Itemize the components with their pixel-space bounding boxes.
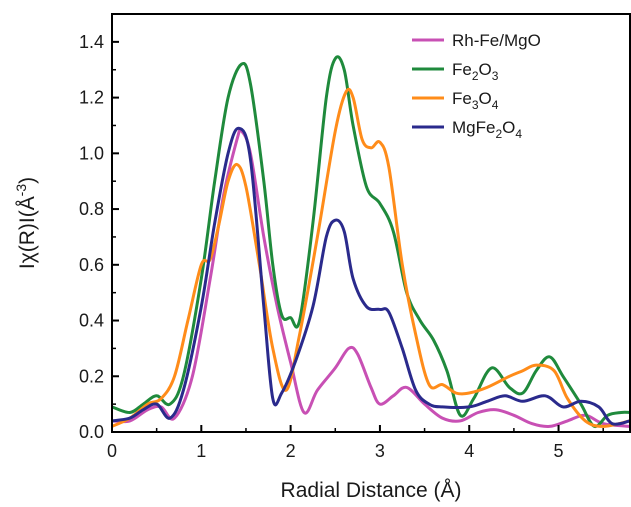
y-tick-label: 1.4 (79, 32, 104, 52)
x-tick-label: 1 (196, 441, 206, 461)
x-tick-label: 2 (286, 441, 296, 461)
x-tick-label: 5 (554, 441, 564, 461)
x-tick-label: 0 (107, 441, 117, 461)
legend-label: Fe2O3 (452, 60, 499, 83)
y-tick-label: 0.0 (79, 422, 104, 442)
legend-label: Rh-Fe/MgO (452, 31, 541, 50)
y-axis-title: Iχ(R)I(Å-3) (13, 177, 39, 269)
y-tick-label: 1.2 (79, 88, 104, 108)
plot-frame (111, 13, 631, 433)
y-tick-label: 1.0 (79, 143, 104, 163)
series-layer (112, 55, 630, 429)
series-line-3 (112, 87, 630, 428)
legend-label: MgFe2O4 (452, 118, 522, 141)
series-line-2 (112, 55, 630, 429)
legend: Rh-Fe/MgO Fe2O3 Fe3O4 MgFe2O4 (412, 31, 541, 141)
x-axis-title: Radial Distance (Å) (281, 479, 462, 502)
ticks-layer: 0 1 2 3 4 5 0.0 0.2 0.4 0.6 0.8 1.0 1.2 1.4 (79, 32, 604, 461)
y-tick-label: 0.8 (79, 199, 104, 219)
y-tick-label: 0.6 (79, 255, 104, 275)
series-line-4 (112, 126, 630, 426)
y-tick-label: 0.2 (79, 366, 104, 386)
legend-label: Fe3O4 (452, 89, 499, 112)
x-tick-label: 4 (464, 441, 474, 461)
series-line-1 (112, 128, 630, 429)
x-tick-label: 3 (375, 441, 385, 461)
y-tick-label: 0.4 (79, 311, 104, 331)
